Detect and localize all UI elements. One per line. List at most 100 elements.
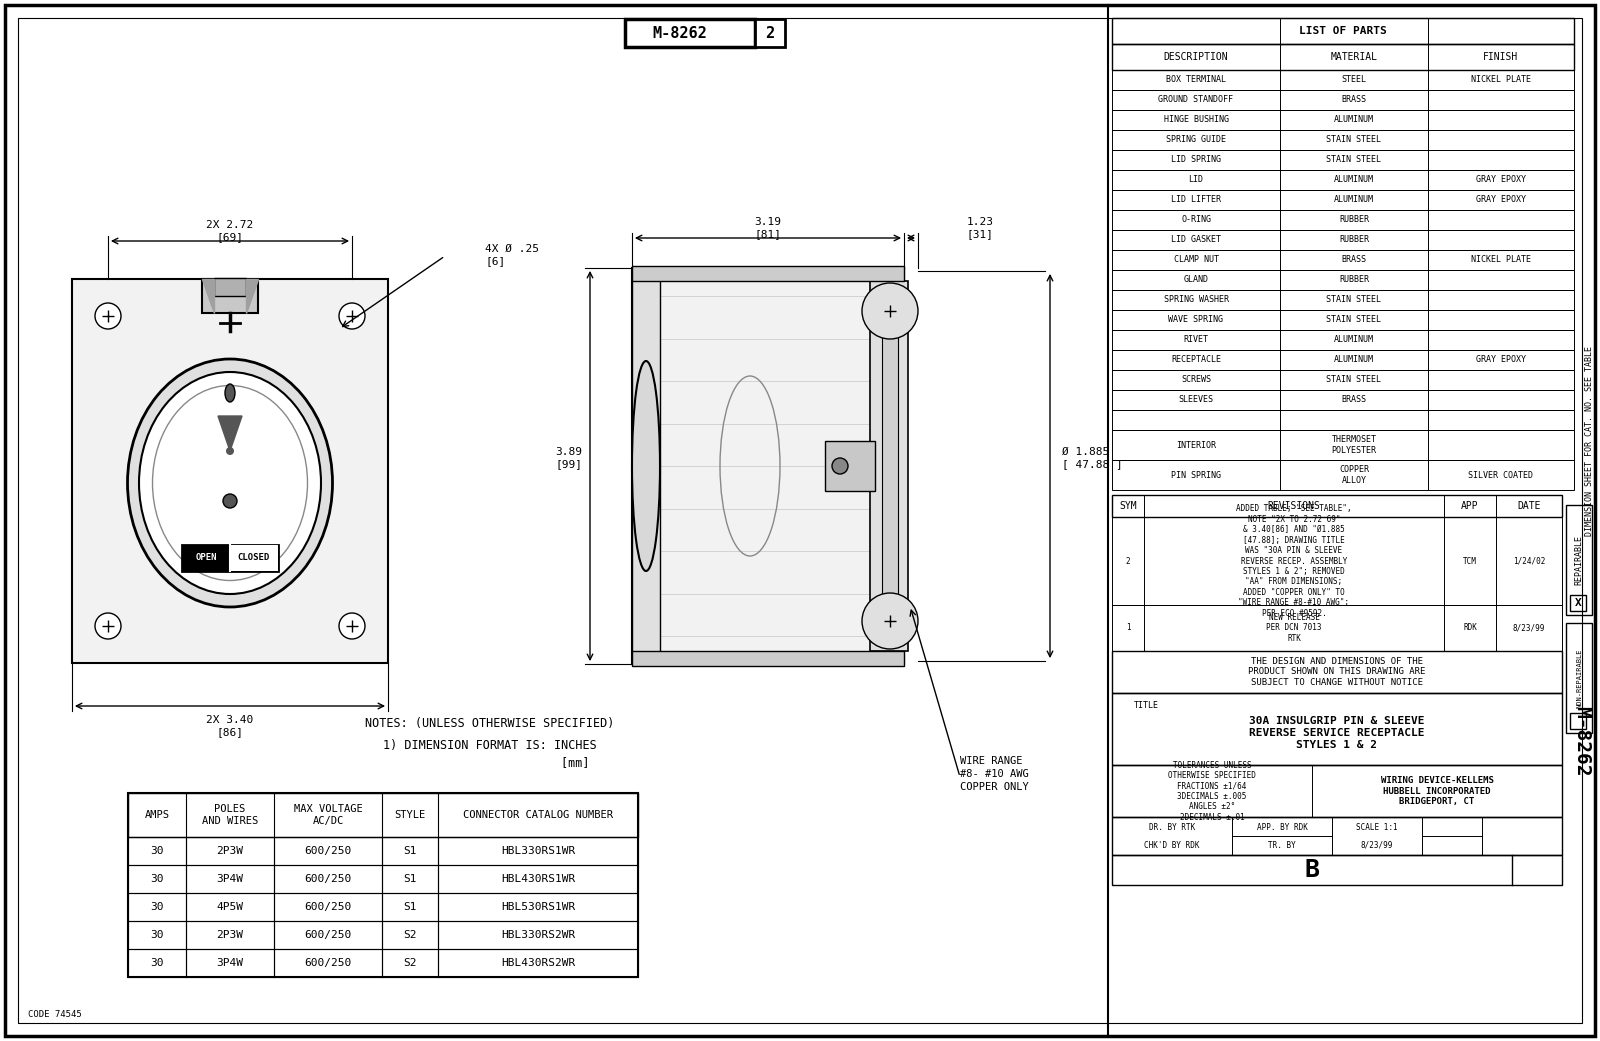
Text: #8- #10 AWG: #8- #10 AWG: [960, 769, 1029, 779]
Text: S1: S1: [403, 874, 416, 884]
Bar: [1112, 765, 1562, 817]
Text: SCALE 1:1: SCALE 1:1: [1357, 823, 1398, 832]
Bar: [72, 279, 387, 663]
Text: 600/250: 600/250: [304, 930, 352, 940]
Ellipse shape: [226, 384, 235, 402]
Text: NEW RELEASE
PER DCN 7013
RTK: NEW RELEASE PER DCN 7013 RTK: [1266, 613, 1322, 643]
Text: REPAIRABLE: REPAIRABLE: [1574, 535, 1584, 585]
Text: RUBBER: RUBBER: [1339, 215, 1370, 225]
Text: Ø 1.885: Ø 1.885: [1062, 447, 1109, 457]
Text: CONNECTOR CATALOG NUMBER: CONNECTOR CATALOG NUMBER: [462, 810, 613, 820]
Text: APP: APP: [1461, 501, 1478, 511]
Text: TITLE: TITLE: [1134, 701, 1158, 710]
Text: MATERIAL: MATERIAL: [1331, 52, 1378, 62]
Text: NON-REPAIRABLE: NON-REPAIRABLE: [1576, 649, 1582, 708]
Bar: [1112, 170, 1574, 191]
Bar: [1112, 460, 1574, 490]
Text: ALUMINUM: ALUMINUM: [1334, 335, 1374, 345]
Text: BRASS: BRASS: [1341, 396, 1366, 405]
Text: 1.23: 1.23: [966, 217, 994, 227]
Bar: [128, 837, 638, 865]
Text: ALUMINUM: ALUMINUM: [1334, 116, 1374, 125]
Text: 3P4W: 3P4W: [216, 874, 243, 884]
Text: 2X 2.72: 2X 2.72: [206, 220, 254, 230]
Text: 2: 2: [765, 25, 774, 41]
Bar: [826, 441, 875, 491]
Bar: [626, 19, 755, 47]
Text: THE DESIGN AND DIMENSIONS OF THE
PRODUCT SHOWN ON THIS DRAWING ARE
SUBJECT TO CH: THE DESIGN AND DIMENSIONS OF THE PRODUCT…: [1248, 657, 1426, 687]
Bar: [128, 949, 638, 977]
Text: MAX VOLTAGE
AC/DC: MAX VOLTAGE AC/DC: [294, 805, 362, 826]
Bar: [1112, 230, 1574, 250]
Text: 2P3W: 2P3W: [216, 930, 243, 940]
Bar: [1112, 410, 1574, 430]
Text: WIRE RANGE: WIRE RANGE: [960, 756, 1022, 766]
Bar: [1112, 90, 1574, 110]
Text: FINISH: FINISH: [1483, 52, 1518, 62]
Text: WAVE SPRING: WAVE SPRING: [1168, 315, 1224, 325]
Text: 3.19: 3.19: [755, 217, 781, 227]
Text: TOLERANCES UNLESS
OTHERWISE SPECIFIED
FRACTIONS ±1/64
3DECIMALS ±.005
ANGLES ±2°: TOLERANCES UNLESS OTHERWISE SPECIFIED FR…: [1168, 761, 1256, 821]
Text: PIN SPRING: PIN SPRING: [1171, 471, 1221, 480]
Text: STEEL: STEEL: [1341, 76, 1366, 84]
Bar: [1112, 18, 1574, 44]
Text: AMPS: AMPS: [144, 810, 170, 820]
Circle shape: [226, 447, 234, 455]
Bar: [1566, 623, 1592, 733]
Text: S1: S1: [403, 846, 416, 856]
Bar: [202, 279, 258, 313]
Text: 600/250: 600/250: [304, 846, 352, 856]
Text: S2: S2: [403, 930, 416, 940]
Text: CHK'D BY RDK: CHK'D BY RDK: [1144, 841, 1200, 850]
Text: S2: S2: [403, 958, 416, 968]
Text: GRAY EPOXY: GRAY EPOXY: [1475, 196, 1526, 204]
Text: 4X Ø .25: 4X Ø .25: [485, 244, 539, 254]
Bar: [1112, 496, 1562, 517]
Bar: [1112, 430, 1574, 460]
Text: [86]: [86]: [216, 727, 243, 737]
Text: HBL530RS1WR: HBL530RS1WR: [501, 902, 574, 912]
Text: LID LIFTER: LID LIFTER: [1171, 196, 1221, 204]
Text: SCREWS: SCREWS: [1181, 376, 1211, 384]
Text: STAIN STEEL: STAIN STEEL: [1326, 155, 1381, 164]
Text: RUBBER: RUBBER: [1339, 235, 1370, 245]
Text: 600/250: 600/250: [304, 874, 352, 884]
Text: HINGE BUSHING: HINGE BUSHING: [1163, 116, 1229, 125]
Bar: [128, 793, 638, 977]
Bar: [230, 545, 278, 572]
Bar: [1112, 250, 1574, 270]
Text: NICKEL PLATE: NICKEL PLATE: [1470, 255, 1531, 264]
Text: REVISIONS: REVISIONS: [1267, 501, 1320, 511]
Bar: [1112, 605, 1562, 651]
Text: [mm]: [mm]: [390, 757, 590, 769]
Text: BRASS: BRASS: [1341, 255, 1366, 264]
Text: STAIN STEEL: STAIN STEEL: [1326, 315, 1381, 325]
Bar: [882, 296, 898, 636]
Text: HBL330RS1WR: HBL330RS1WR: [501, 846, 574, 856]
Bar: [1112, 210, 1574, 230]
Text: M-8262: M-8262: [1573, 706, 1592, 777]
Text: LID SPRING: LID SPRING: [1171, 155, 1221, 164]
Text: STAIN STEEL: STAIN STEEL: [1326, 296, 1381, 305]
Bar: [1112, 390, 1574, 410]
Text: LID GASKET: LID GASKET: [1171, 235, 1221, 245]
Text: TR. BY: TR. BY: [1269, 841, 1296, 850]
Text: GLAND: GLAND: [1184, 276, 1208, 284]
Text: THERMOSET
POLYESTER: THERMOSET POLYESTER: [1331, 435, 1376, 455]
Text: SILVER COATED: SILVER COATED: [1469, 471, 1533, 480]
Text: CLAMP NUT: CLAMP NUT: [1173, 255, 1219, 264]
Text: POLES
AND WIRES: POLES AND WIRES: [202, 805, 258, 826]
Text: 1/24/02: 1/24/02: [1514, 557, 1546, 565]
Text: 3.89: 3.89: [555, 447, 582, 457]
Text: [31]: [31]: [966, 229, 994, 239]
Text: 30: 30: [150, 902, 163, 912]
Bar: [1112, 651, 1562, 693]
Bar: [755, 19, 786, 47]
Text: NICKEL PLATE: NICKEL PLATE: [1470, 76, 1531, 84]
Circle shape: [862, 593, 918, 649]
Bar: [632, 266, 904, 281]
Text: [6]: [6]: [485, 256, 506, 266]
Text: 2P3W: 2P3W: [216, 846, 243, 856]
Text: DESCRIPTION: DESCRIPTION: [1163, 52, 1229, 62]
Text: HBL430RS1WR: HBL430RS1WR: [501, 874, 574, 884]
